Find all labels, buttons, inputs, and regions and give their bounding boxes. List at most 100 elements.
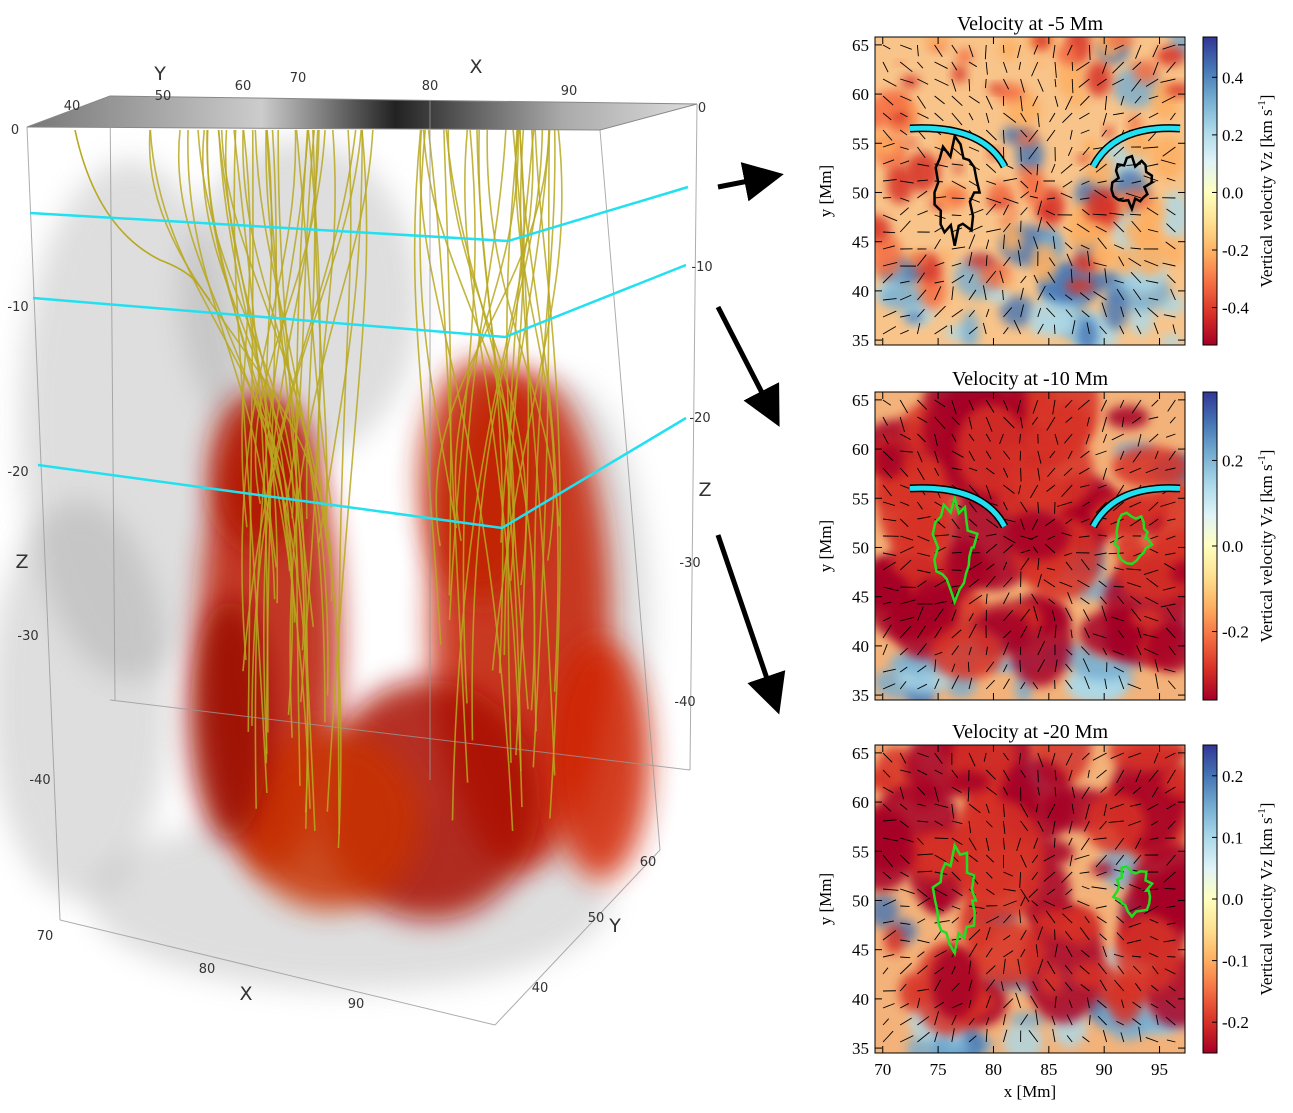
y-tick-label: 35 [852,331,869,350]
panel-title: Velocity at -20 Mm [952,721,1109,743]
y-tick-label: 60 [852,793,869,812]
colorbar-tick-label: 0.0 [1222,890,1243,909]
colorbar-tick-label: -0.2 [1222,1013,1249,1032]
colorbar-label-sup: -1 [1256,100,1268,109]
y-tick-label: 35 [852,686,869,705]
colorbar-label-end: ] [1257,450,1276,456]
y-tick-label: 55 [852,842,869,861]
y-tick-label: 45 [852,588,869,607]
downflow [1156,46,1186,66]
axis-label: 0 [11,123,19,138]
y-tick-label: 40 [852,637,869,656]
x-tick-label: 85 [1040,1060,1057,1079]
panel: 35404550556065Velocity at -5 Mmy [Mm]-0.… [816,13,1276,355]
panel-title: Velocity at -5 Mm [957,13,1104,35]
velocity-field [860,23,1196,355]
downflow [1023,179,1046,205]
colorbar-tick-label: 0.4 [1222,68,1244,87]
quiver-arrow [1165,888,1176,889]
downflow [1151,136,1184,180]
colorbar-tick-label: 0.2 [1222,126,1243,145]
axis-label: -40 [29,773,50,788]
axis-label: -30 [17,629,38,644]
upflow [1162,334,1181,349]
colorbar-label-end: ] [1257,803,1276,809]
downflow [1095,199,1116,215]
downflow [1033,60,1046,67]
colorbar-tick-label: 0.2 [1222,767,1243,786]
velocity-field [860,347,1213,711]
axis-label: 90 [561,84,578,99]
quiver-arrow [1149,198,1158,199]
connector-arrows [718,176,776,705]
x-tick-label: 95 [1151,1060,1168,1079]
y-tick-label: 50 [852,183,869,202]
downflow [1031,243,1058,281]
quiver-arrow [952,215,962,216]
y-tick-label: 50 [852,891,869,910]
downflow [1145,622,1198,673]
colorbar-label-text: Vertical velocity Vz [km s [1257,464,1276,642]
downflow [930,947,979,1019]
axis-label: 60 [235,79,252,94]
arrow [718,176,774,187]
upflow [1028,316,1075,335]
x-tick-label: 80 [985,1060,1002,1079]
downflow [1086,61,1111,96]
panel: 70758085909535404550556065Velocity at -2… [816,705,1276,1101]
y-tick-label: 45 [852,941,869,960]
y-tick-label: 60 [852,440,869,459]
downflow [957,404,1027,495]
quiver-arrow [1038,770,1039,782]
axis-label: Z [15,551,28,573]
y-axis-label: y [Mm] [816,165,835,217]
colorbar-tick-label: -0.4 [1222,299,1249,318]
y-tick-label: 35 [852,1039,869,1058]
page: {"render3d": { "top_axis_labels": ["Y", … [0,0,1293,1113]
upflow [987,286,1009,304]
axis-label: X [469,56,482,78]
colorbar-label-sup: -1 [1256,808,1268,817]
y-tick-label: 65 [852,36,869,55]
downflow [940,250,952,261]
downflow [988,84,1005,92]
axis-label: -10 [7,300,28,315]
colorbar-tick-label: -0.2 [1222,241,1249,260]
downflow [1007,510,1070,560]
colorbar-label: Vertical velocity Vz [km s-1] [1256,95,1276,288]
figure: 405060708090YX0-10-20-30-400-10-20-30-40… [0,0,1293,1113]
axis-label: -20 [7,465,28,480]
y-tick-label: 60 [852,85,869,104]
downflow [942,201,953,209]
surface [27,96,697,130]
axis-label: Y [153,63,166,85]
axis-label: 80 [422,79,439,94]
colorbar-tick-label: 0.0 [1222,183,1243,202]
downflow [922,830,968,875]
axis-label: Z [698,479,711,501]
upflow [961,311,978,349]
panel-title: Velocity at -10 Mm [952,368,1109,390]
axis-label: 60 [640,855,657,870]
axis-label: -40 [674,695,695,710]
x-tick-label: 90 [1096,1060,1113,1079]
downflow [873,138,899,156]
quiver-arrow [1054,325,1055,334]
colorbar-tick-label: 0.2 [1222,451,1243,470]
downflow [1166,83,1193,97]
y-axis-label: y [Mm] [816,520,835,572]
colorbar-label-end: ] [1257,95,1276,101]
downflow [1065,278,1095,294]
axis-label: -10 [691,260,712,275]
y-tick-label: 45 [852,233,869,252]
quiver-arrow [935,838,949,839]
axis-label: 70 [37,929,54,944]
downflow [876,89,910,112]
downflow [1106,31,1134,48]
quiver-arrow [1114,586,1124,587]
colorbar-tick-label: 0.0 [1222,537,1243,556]
y-tick-label: 55 [852,134,869,153]
y-axis-label: y [Mm] [816,873,835,925]
